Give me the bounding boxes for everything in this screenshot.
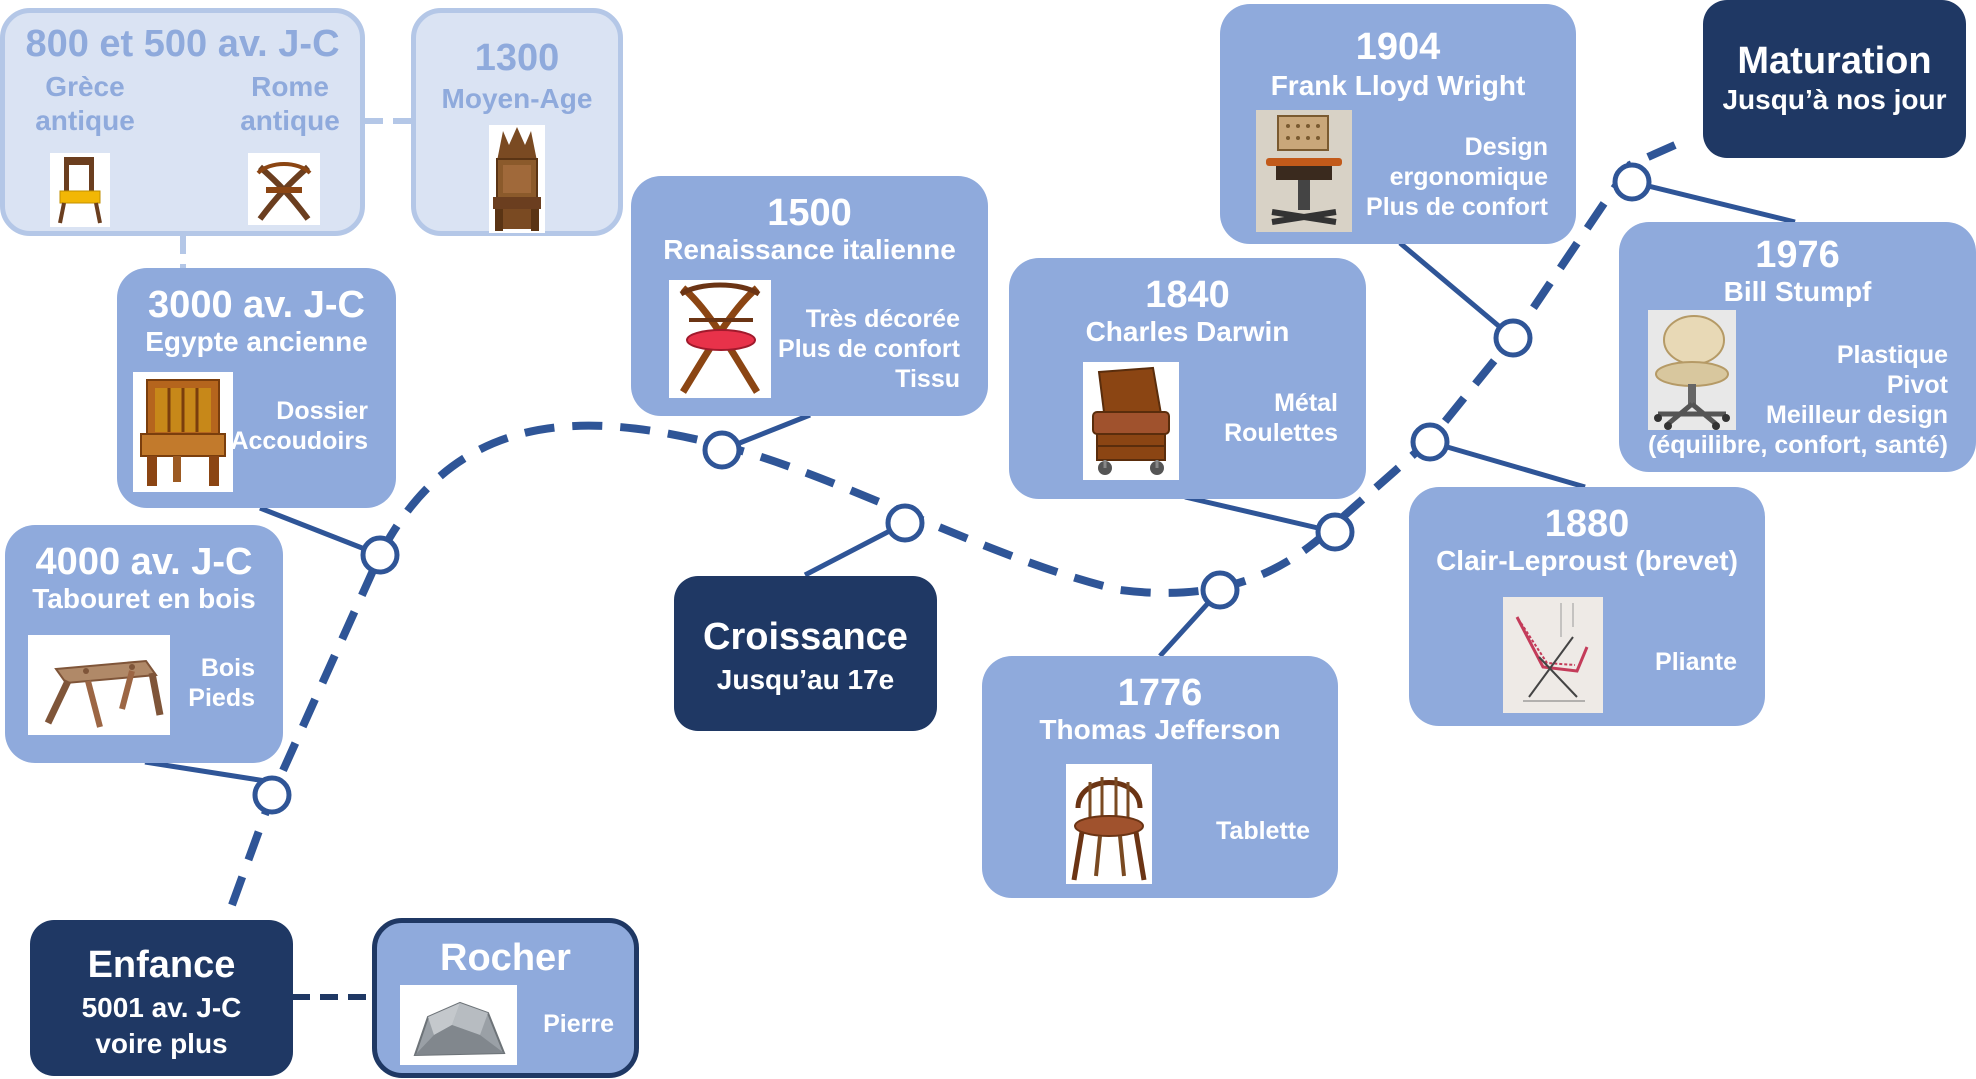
node-darwin <box>1315 512 1355 552</box>
milestone-stumpf-feature-1: Plastique <box>1836 341 1948 369</box>
node-leproust <box>1410 422 1450 462</box>
node-stumpf <box>1612 162 1652 202</box>
milestone-stumpf-year: 1976 <box>1755 234 1840 276</box>
milestone-leproust-year: 1880 <box>1544 503 1630 545</box>
milestone-antique: 800 et 500 av. J-C Grèce antique Rome an… <box>0 8 365 236</box>
connector-stumpf <box>1631 179 1796 225</box>
milestone-jefferson: 1776 Thomas Jefferson Tablette <box>982 656 1338 898</box>
milestone-rocher-title: Rocher <box>440 937 571 979</box>
milestone-darwin-subtitle: Charles Darwin <box>1085 316 1290 347</box>
patent-sketch-icon <box>1503 597 1603 713</box>
milestone-jefferson-subtitle: Thomas Jefferson <box>1039 714 1281 745</box>
connector-darwin <box>1184 494 1336 535</box>
wheeled-armchair-icon <box>1083 362 1179 480</box>
phase-croissance: Croissance Jusqu’au 17e <box>674 576 937 731</box>
node-egypte <box>360 535 400 575</box>
milestone-renaissance-feature-1: Très décorée <box>805 305 960 333</box>
milestone-wright-feature-3: Plus de confort <box>1366 193 1548 221</box>
connector-leproust <box>1429 439 1586 490</box>
milestone-moyen-age-subtitle: Moyen-Age <box>441 83 593 114</box>
milestone-leproust-feature-1: Pliante <box>1655 648 1737 676</box>
milestone-tabouret: 4000 av. J-C Tabouret en bois Bois Pieds <box>5 525 283 763</box>
greek-chair-icon <box>50 153 110 227</box>
milestone-wright-subtitle: Frank Lloyd Wright <box>1270 70 1526 101</box>
renaissance-chair-icon <box>669 280 771 398</box>
milestone-wright-year: 1904 <box>1355 26 1441 68</box>
milestone-egypte-year: 3000 av. J-C <box>148 284 365 326</box>
milestone-tabouret-feature-1: Bois <box>200 654 255 682</box>
node-wright <box>1493 318 1533 358</box>
wright-office-chair-icon <box>1256 110 1352 232</box>
milestone-wright-feature-2: ergonomique <box>1389 163 1548 191</box>
phase-croissance-title: Croissance <box>703 616 908 658</box>
milestone-leproust: 1880 Clair-Leproust (brevet) Pliante <box>1409 487 1765 726</box>
node-tabouret <box>252 775 292 815</box>
milestone-antique-grece-2: antique <box>35 105 135 136</box>
milestone-darwin: 1840 Charles Darwin Métal Roulettes <box>1009 258 1366 499</box>
phase-maturation-subtitle: Jusqu’à nos jour <box>1722 84 1947 115</box>
phase-maturation-title: Maturation <box>1737 40 1932 82</box>
milestone-egypte-subtitle: Egypte ancienne <box>145 326 368 357</box>
egyptian-chair-icon <box>133 372 233 492</box>
node-jefferson <box>1200 570 1240 610</box>
milestone-stumpf-feature-3: Meilleur design <box>1766 401 1948 429</box>
milestone-renaissance-subtitle: Renaissance italienne <box>663 234 956 265</box>
windsor-chair-icon <box>1066 764 1152 884</box>
milestone-rocher-feature-1: Pierre <box>543 1010 614 1038</box>
wooden-stool-icon <box>28 635 170 735</box>
milestone-antique-year: 800 et 500 av. J-C <box>25 23 340 65</box>
milestone-moyen-age: 1300 Moyen-Age <box>411 8 623 236</box>
milestone-moyen-age-year: 1300 <box>474 37 560 79</box>
milestone-stumpf-feature-4: (équilibre, confort, santé) <box>1647 431 1948 459</box>
milestone-wright-feature-1: Design <box>1464 133 1548 161</box>
phase-maturation: Maturation Jusqu’à nos jour <box>1703 0 1966 158</box>
milestone-tabouret-year: 4000 av. J-C <box>35 541 253 583</box>
ergonomic-office-chair-icon <box>1648 310 1736 430</box>
phase-croissance-subtitle: Jusqu’au 17e <box>716 664 895 695</box>
milestone-antique-rome-2: antique <box>240 105 340 136</box>
milestone-rocher: Rocher Pierre <box>372 918 639 1078</box>
milestone-darwin-year: 1840 <box>1145 274 1230 316</box>
milestone-renaissance-feature-2: Plus de confort <box>778 335 960 363</box>
roman-chair-icon <box>248 153 320 225</box>
gothic-throne-icon <box>489 125 545 233</box>
milestone-wright: 1904 Frank Lloyd Wright Design ergonomiq… <box>1220 4 1576 244</box>
milestone-tabouret-subtitle: Tabouret en bois <box>32 583 256 614</box>
milestone-stumpf-subtitle: Bill Stumpf <box>1723 276 1872 307</box>
milestone-leproust-subtitle: Clair-Leproust (brevet) <box>1436 545 1738 576</box>
milestone-egypte-feature-1: Dossier <box>276 397 368 425</box>
milestone-stumpf-feature-2: Pivot <box>1886 371 1948 399</box>
milestone-jefferson-year: 1776 <box>1117 672 1203 714</box>
connector-wright <box>1398 241 1515 340</box>
rock-icon <box>400 985 517 1065</box>
milestone-egypte: 3000 av. J-C Egypte ancienne Dossier Acc… <box>117 268 396 508</box>
milestone-jefferson-feature-1: Tablette <box>1216 817 1310 845</box>
milestone-renaissance-year: 1500 <box>767 192 852 234</box>
node-croissance <box>885 503 925 543</box>
phase-enfance-line1: 5001 av. J-C <box>81 992 242 1023</box>
phase-enfance-title: Enfance <box>87 944 236 986</box>
milestone-antique-rome-1: Rome <box>251 71 329 102</box>
connector-egypte <box>259 505 381 558</box>
milestone-renaissance-feature-3: Tissu <box>895 365 960 393</box>
node-renaissance <box>702 430 742 470</box>
milestone-darwin-feature-1: Métal <box>1274 389 1338 417</box>
milestone-tabouret-feature-2: Pieds <box>188 684 255 712</box>
milestone-antique-grece-1: Grèce <box>45 71 125 102</box>
milestone-darwin-feature-2: Roulettes <box>1224 419 1338 447</box>
milestone-renaissance: 1500 Renaissance italienne Très décorée … <box>631 176 988 416</box>
phase-enfance-line2: voire plus <box>95 1028 228 1059</box>
milestone-stumpf: 1976 Bill Stumpf Plastique Pivot Meilleu… <box>1619 222 1976 472</box>
phase-enfance: Enfance 5001 av. J-C voire plus <box>30 920 293 1076</box>
milestone-egypte-feature-2: Accoudoirs <box>230 427 368 455</box>
connector-tabouret <box>144 759 273 785</box>
